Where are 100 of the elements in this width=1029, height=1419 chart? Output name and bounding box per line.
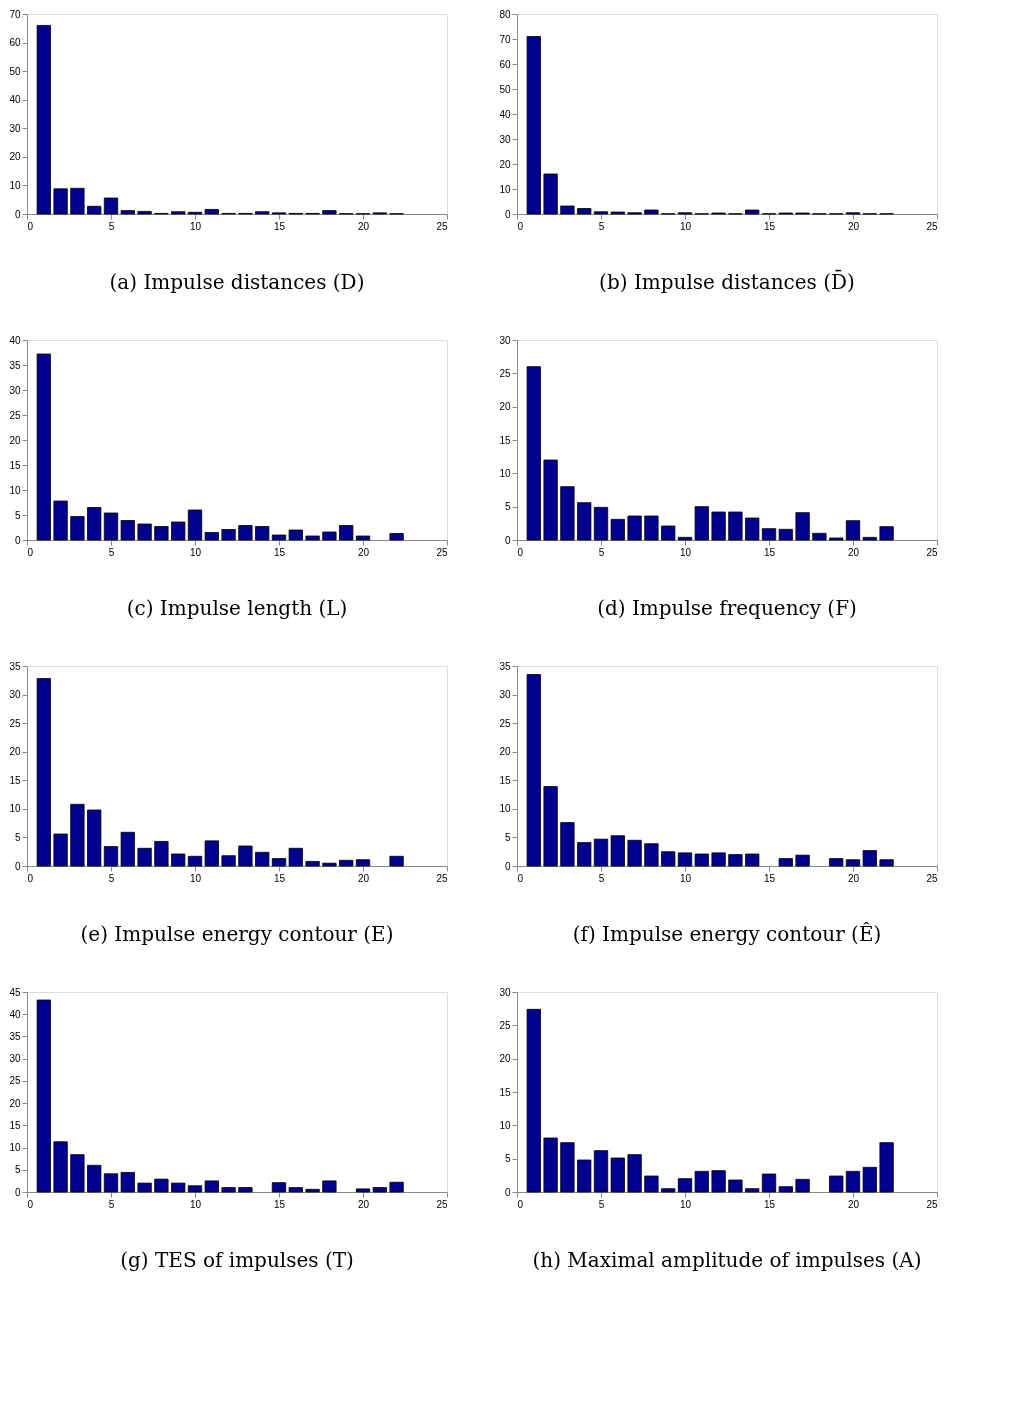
bar	[694, 1170, 709, 1193]
y-tick-label: 20	[499, 158, 511, 170]
bar	[661, 1188, 676, 1193]
bar	[238, 845, 253, 867]
bar	[305, 535, 320, 541]
bar	[610, 518, 625, 541]
bar	[745, 517, 760, 541]
y-tick-label: 5	[504, 1153, 511, 1165]
bar	[795, 1178, 810, 1193]
bar	[87, 1164, 102, 1193]
text: (a) Impulse distances (D)	[109, 270, 365, 294]
bar	[694, 853, 709, 867]
bar	[339, 525, 354, 541]
y-tick-label: 35	[9, 359, 21, 371]
bar	[627, 839, 642, 867]
bar	[305, 1188, 320, 1193]
bar	[154, 1178, 169, 1193]
y-tick-label: 15	[9, 774, 21, 786]
x-tick-label: 15	[273, 220, 286, 232]
bar	[322, 1180, 337, 1193]
bar	[560, 822, 575, 867]
bar	[577, 842, 592, 867]
x-tick-label: 5	[598, 1198, 605, 1210]
bar	[862, 1166, 877, 1193]
bar	[560, 486, 575, 541]
x-tick-label: 25	[436, 220, 448, 232]
x-tick-label: 10	[679, 872, 692, 884]
y-tick-label: 15	[9, 459, 21, 471]
text: (h) Maximal amplitude of impulses (A)	[532, 1248, 922, 1272]
y-tick-label: 10	[9, 803, 21, 815]
x-tick-label: 0	[27, 872, 34, 884]
bar	[204, 1180, 219, 1193]
bar	[627, 515, 642, 541]
x-tick-label: 15	[763, 1198, 776, 1210]
y-tick-label: 30	[499, 334, 511, 346]
bar	[677, 536, 693, 541]
bar	[610, 1157, 625, 1193]
bar	[845, 859, 861, 867]
bar	[745, 209, 760, 215]
x-tick-label: 5	[108, 1198, 115, 1210]
bar	[70, 1154, 85, 1193]
bar	[745, 1188, 760, 1193]
bar	[644, 209, 659, 215]
bar	[171, 853, 186, 867]
y-tick-label: 20	[9, 434, 21, 446]
bar	[661, 851, 676, 867]
bar	[711, 511, 726, 541]
y-tick-label: 70	[9, 8, 21, 20]
y-tick-label: 20	[9, 746, 21, 758]
y-tick-label: 0	[14, 534, 21, 546]
y-tick-label: 10	[499, 183, 511, 195]
bar	[610, 835, 625, 867]
y-tick-label: 0	[504, 860, 511, 872]
y-tick-label: 0	[14, 860, 21, 872]
bar	[577, 208, 592, 215]
x-tick-label: 0	[517, 872, 524, 884]
bar	[389, 533, 404, 541]
bar	[36, 25, 51, 215]
x-tick-label: 20	[357, 220, 370, 232]
bar	[137, 211, 152, 215]
y-tick-label: 35	[499, 660, 511, 672]
bar	[812, 532, 827, 541]
x-tick-label: 5	[598, 546, 605, 558]
bar	[70, 187, 85, 215]
y-tick-label: 15	[499, 434, 511, 446]
bar	[879, 526, 894, 541]
y-tick-label: 40	[9, 334, 21, 346]
bar	[593, 1150, 609, 1193]
y-tick-label: 30	[9, 122, 21, 134]
y-tick-label: 25	[499, 1019, 511, 1031]
bar	[70, 803, 85, 867]
x-tick-label: 0	[517, 546, 524, 558]
y-tick-label: 0	[504, 208, 511, 220]
bar	[829, 858, 844, 867]
bar	[829, 1175, 844, 1193]
bar	[560, 1142, 575, 1193]
y-tick-label: 30	[499, 133, 511, 145]
bar	[778, 858, 793, 867]
bar	[355, 1188, 371, 1193]
bar	[862, 850, 877, 867]
x-tick-label: 10	[679, 220, 692, 232]
x-tick-label: 5	[108, 546, 115, 558]
x-tick-label: 5	[108, 872, 115, 884]
bar	[778, 528, 793, 541]
bar	[711, 1170, 726, 1193]
y-tick-label: 10	[9, 484, 21, 496]
x-tick-label: 0	[517, 220, 524, 232]
bar	[305, 861, 320, 867]
y-tick-label: 50	[9, 65, 21, 77]
bar	[87, 809, 102, 867]
bar	[845, 520, 861, 541]
text: (c) Impulse length (L)	[126, 596, 348, 620]
bar	[694, 506, 709, 541]
y-tick-label: 5	[504, 501, 511, 513]
bar	[288, 847, 303, 867]
bar	[879, 1142, 894, 1193]
bar	[339, 859, 354, 867]
x-tick-label: 10	[679, 1198, 692, 1210]
bar	[795, 512, 810, 541]
x-tick-label: 5	[598, 220, 605, 232]
